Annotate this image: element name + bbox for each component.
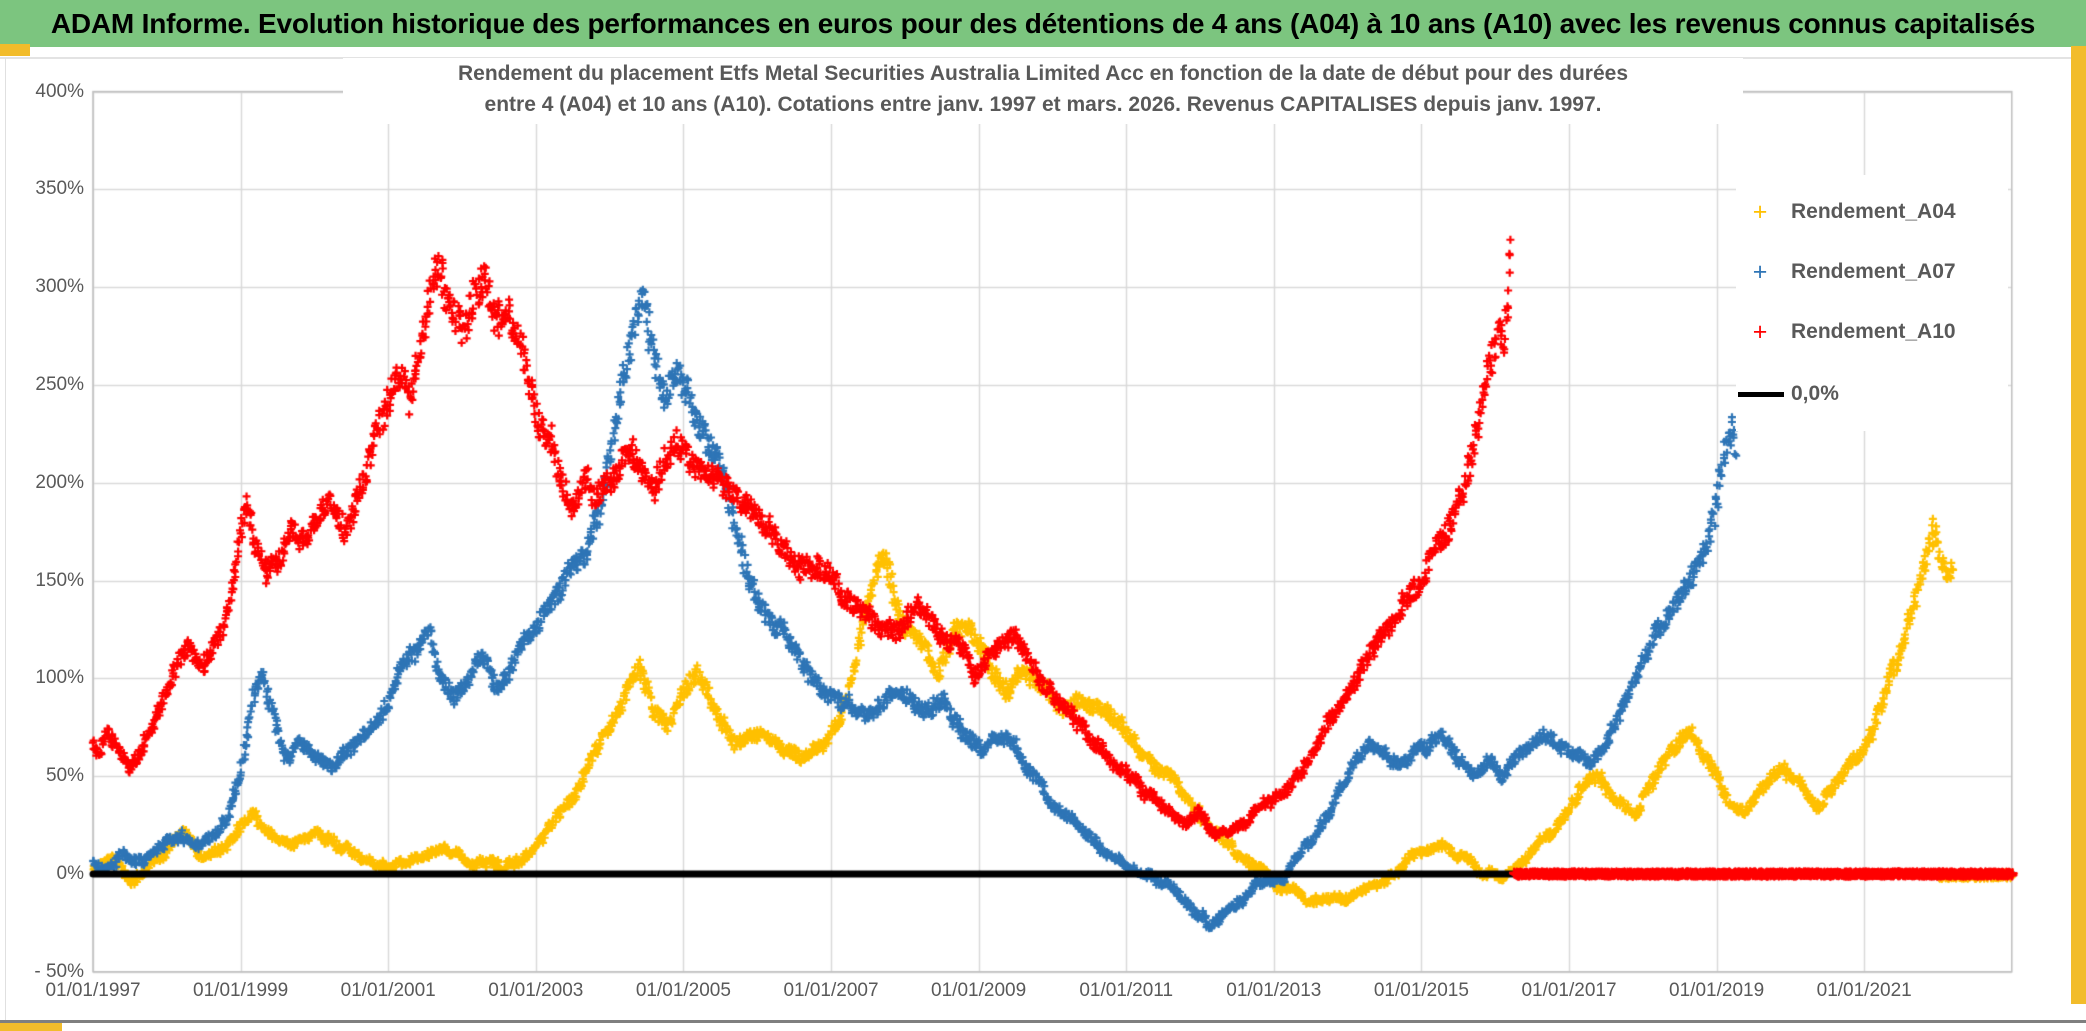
legend-item-rendement-a04: + Rendement_A04 xyxy=(1736,195,2008,229)
x-axis-label: 01/01/2007 xyxy=(783,980,879,1001)
y-axis-label: 350% xyxy=(35,178,84,200)
x-axis-label: 01/01/1997 xyxy=(45,980,141,1001)
chart-subtitle-line2: entre 4 (A04) et 10 ans (A10). Cotations… xyxy=(484,93,1602,116)
legend-label: Rendement_A04 xyxy=(1791,200,1956,223)
chart-legend: + Rendement_A04 + Rendement_A07 + Rendement_A… xyxy=(1736,175,2008,431)
x-axis-label: 01/01/2015 xyxy=(1373,980,1469,1001)
y-axis-label: 100% xyxy=(35,667,84,689)
x-axis-label: 01/01/2005 xyxy=(635,980,731,1001)
y-axis-label: 200% xyxy=(35,471,84,493)
x-axis-label: 01/01/2009 xyxy=(931,980,1027,1001)
y-axis-label: 0% xyxy=(56,863,84,884)
x-axis-label: 01/01/2001 xyxy=(340,980,436,1001)
plus-marker-icon: + xyxy=(1752,198,1768,226)
y-axis-label: 150% xyxy=(35,569,84,591)
x-axis-label: 01/01/2011 xyxy=(1079,980,1174,1001)
legend-item-rendement-a10: + Rendement_A10 xyxy=(1736,315,2008,349)
x-axis-label: 01/01/2019 xyxy=(1669,980,1765,1001)
x-axis-label: 01/01/2013 xyxy=(1226,980,1322,1001)
x-axis-label: 01/01/2003 xyxy=(488,980,584,1001)
legend-item-rendement-a07: + Rendement_A07 xyxy=(1736,255,2008,289)
chart-subtitle-line1: Rendement du placement Etfs Metal Securi… xyxy=(457,62,1629,85)
y-axis-label: 300% xyxy=(35,276,84,298)
y-axis-label: 400% xyxy=(35,80,84,102)
chart-subtitle: Rendement du placement Etfs Metal Securi… xyxy=(343,58,1743,124)
legend-label: Rendement_A07 xyxy=(1791,260,1956,283)
plus-marker-icon: + xyxy=(1752,318,1768,346)
legend-label: 0,0% xyxy=(1791,382,1839,405)
legend-item-0-0-: 0,0% xyxy=(1736,377,2008,411)
x-axis-label: 01/01/2017 xyxy=(1521,980,1617,1001)
x-axis-label: 01/01/1999 xyxy=(193,980,289,1001)
line-marker-icon xyxy=(1738,391,1784,397)
y-axis-label: 250% xyxy=(35,374,84,395)
plus-marker-icon: + xyxy=(1752,258,1768,286)
y-axis-label: 50% xyxy=(45,765,84,787)
x-axis-label: 01/01/2021 xyxy=(1816,980,1912,1001)
y-axis-label: - 50% xyxy=(34,960,84,982)
legend-label: Rendement_A10 xyxy=(1791,320,1956,343)
